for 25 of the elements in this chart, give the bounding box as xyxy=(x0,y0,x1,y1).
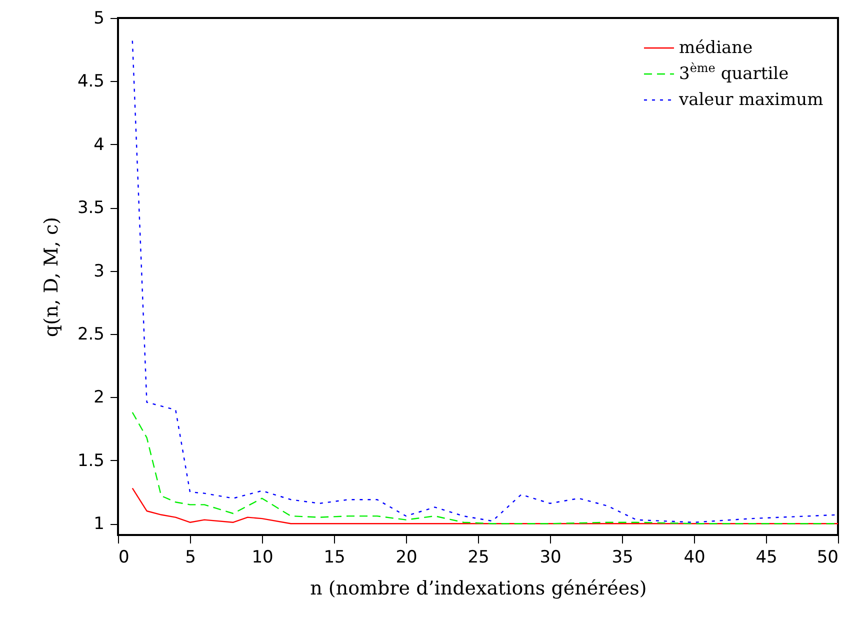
x-tick-label: 35 xyxy=(612,548,634,568)
legend-label: valeur maximum xyxy=(678,90,824,110)
legend-label: 3$^{ème}$ quartile xyxy=(679,61,789,84)
y-tick-label: 2.5 xyxy=(77,324,104,345)
y-tick-label: 2 xyxy=(94,388,104,408)
x-tick-label: 25 xyxy=(468,548,490,568)
x-tick-label: 50 xyxy=(816,548,838,568)
y-tick-label: 4.5 xyxy=(77,72,104,92)
legend-label: médiane xyxy=(679,38,753,58)
y-tick-label: 4 xyxy=(94,134,104,155)
x-tick-label: 15 xyxy=(324,548,346,568)
x-tick-label: 0 xyxy=(118,548,130,568)
y-tick-label: 5 xyxy=(94,8,104,28)
y-tick-label: 3 xyxy=(94,261,104,282)
x-tick-label: 45 xyxy=(756,548,778,568)
x-tick-label: 10 xyxy=(252,548,274,568)
y-tick-label: 1.5 xyxy=(77,450,104,471)
y-axis-title: q(n, D, M, c) xyxy=(40,216,62,338)
y-tick-label: 1 xyxy=(94,514,104,534)
x-tick-label: 5 xyxy=(185,548,196,568)
x-tick-label: 40 xyxy=(684,548,706,568)
y-tick-label: 3.5 xyxy=(77,198,104,218)
x-axis-title: n (nombre d’indexations générées) xyxy=(310,578,647,600)
x-tick-label: 30 xyxy=(540,548,562,568)
x-tick-label: 20 xyxy=(396,548,418,568)
